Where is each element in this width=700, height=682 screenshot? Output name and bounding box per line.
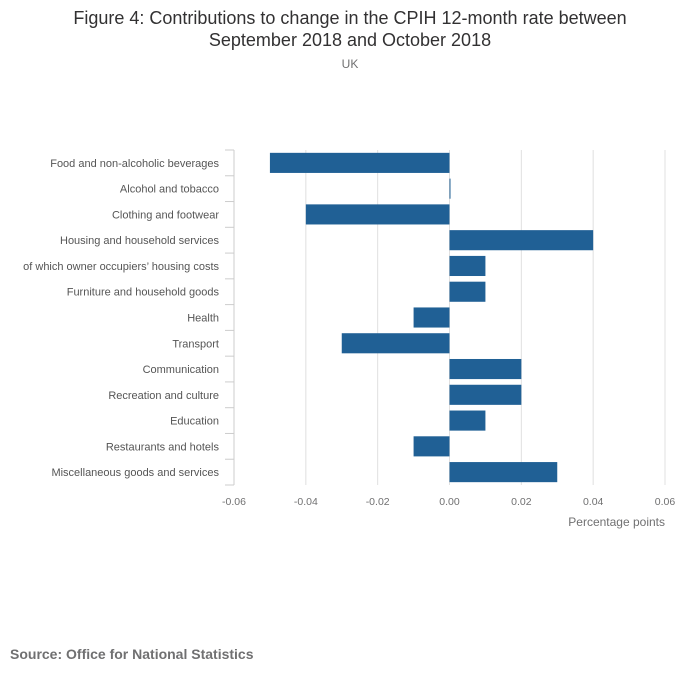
- category-label: Food and non-alcoholic beverages: [50, 158, 219, 170]
- gridlines: [305, 150, 666, 485]
- bar: [341, 333, 450, 354]
- bar: [449, 281, 486, 302]
- category-label: Health: [187, 313, 219, 325]
- category-label: Housing and household services: [60, 235, 219, 247]
- category-label: Alcohol and tobacco: [120, 184, 219, 196]
- bar: [413, 307, 450, 328]
- x-tick-label: -0.02: [366, 496, 390, 508]
- x-tick-label: 0.00: [439, 496, 460, 508]
- category-label: Communication: [143, 364, 219, 376]
- category-label: Clothing and footwear: [112, 209, 219, 221]
- chart-title: Figure 4: Contributions to change in the…: [0, 7, 700, 51]
- x-tick-label: 0.02: [511, 496, 532, 508]
- category-label: of which owner occupiers’ housing costs: [23, 261, 219, 273]
- bar: [449, 384, 522, 405]
- bar: [449, 255, 486, 277]
- x-tick-label: 0.04: [583, 496, 604, 508]
- bar: [449, 358, 522, 380]
- category-label: Recreation and culture: [108, 390, 219, 402]
- bars: [269, 152, 594, 483]
- category-label: Education: [170, 416, 219, 428]
- chart-title-line-1: Figure 4: Contributions to change in the…: [73, 8, 627, 28]
- bar: [449, 410, 486, 431]
- category-label: Transport: [172, 338, 219, 350]
- bar: [449, 178, 451, 199]
- bar: [305, 204, 450, 225]
- source-note: Source: Office for National Statistics: [10, 646, 254, 662]
- chart-subtitle: UK: [341, 57, 359, 71]
- chart-title-line-2: September 2018 and October 2018: [208, 30, 492, 50]
- category-label: Miscellaneous goods and services: [51, 467, 219, 479]
- bar: [449, 462, 558, 483]
- bar: [449, 230, 594, 251]
- x-axis-ticks: -0.06 -0.04 -0.02 0.00 0.02 0.04 0.06: [222, 496, 675, 508]
- bar: [269, 152, 450, 173]
- x-tick-label: -0.04: [294, 496, 318, 508]
- category-label: Restaurants and hotels: [106, 441, 220, 453]
- x-tick-label: 0.06: [655, 496, 676, 508]
- bar: [413, 436, 450, 457]
- x-axis-label: Percentage points: [568, 515, 665, 529]
- bar-chart: Food and non-alcoholic beverages Alcohol …: [23, 149, 675, 529]
- x-tick-label: -0.06: [222, 496, 246, 508]
- category-label: Furniture and household goods: [67, 287, 220, 299]
- category-axis: Food and non-alcoholic beverages Alcohol …: [23, 149, 235, 486]
